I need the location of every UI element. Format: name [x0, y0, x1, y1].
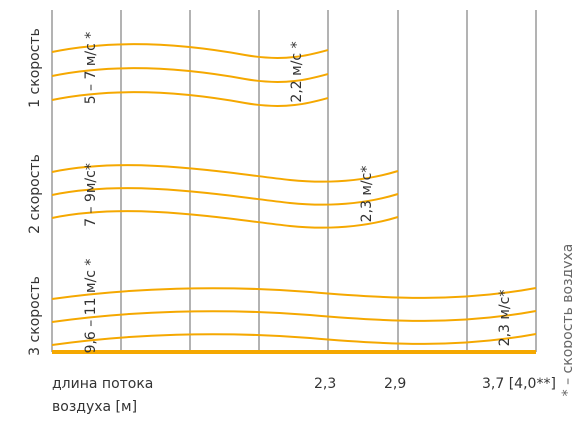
range-label-1: 5 – 7 м/с *	[83, 32, 99, 105]
axis-tick-3: 3,7 [4,0**]	[482, 376, 556, 392]
range-label-3: 9,6 – 11 м/с *	[83, 259, 99, 354]
flow-curve	[51, 91, 329, 107]
end-label-2: 2,3 м/с*	[359, 166, 375, 223]
row2-curves	[51, 164, 399, 229]
flow-curve	[51, 287, 537, 300]
axis-tick-1: 2,3	[314, 376, 337, 392]
flow-curve	[51, 43, 329, 59]
flow-curve	[51, 164, 399, 183]
footnote: * – скорость воздуха	[560, 244, 572, 397]
flow-curve	[51, 310, 537, 323]
flow-curve	[51, 333, 537, 346]
end-label-1: 2,2 м/с *	[289, 41, 305, 102]
range-label-2: 7 – 9м/с*	[83, 163, 99, 227]
flow-curve	[51, 187, 399, 206]
axis-title-line2: воздуха [м]	[52, 399, 138, 415]
row1-curves	[51, 43, 329, 107]
axis-tick-2: 2,9	[384, 376, 407, 392]
flow-curve	[51, 210, 399, 229]
speed-label-1: 1 скорость	[27, 28, 43, 108]
row3-curves	[51, 287, 537, 346]
axis-title-line1: длина потока	[52, 376, 154, 392]
flow-curve	[51, 67, 329, 83]
speed-label-2: 2 скорость	[27, 154, 43, 234]
end-label-3: 2,3 м/с*	[497, 290, 513, 347]
speed-label-3: 3 скорость	[27, 276, 43, 356]
